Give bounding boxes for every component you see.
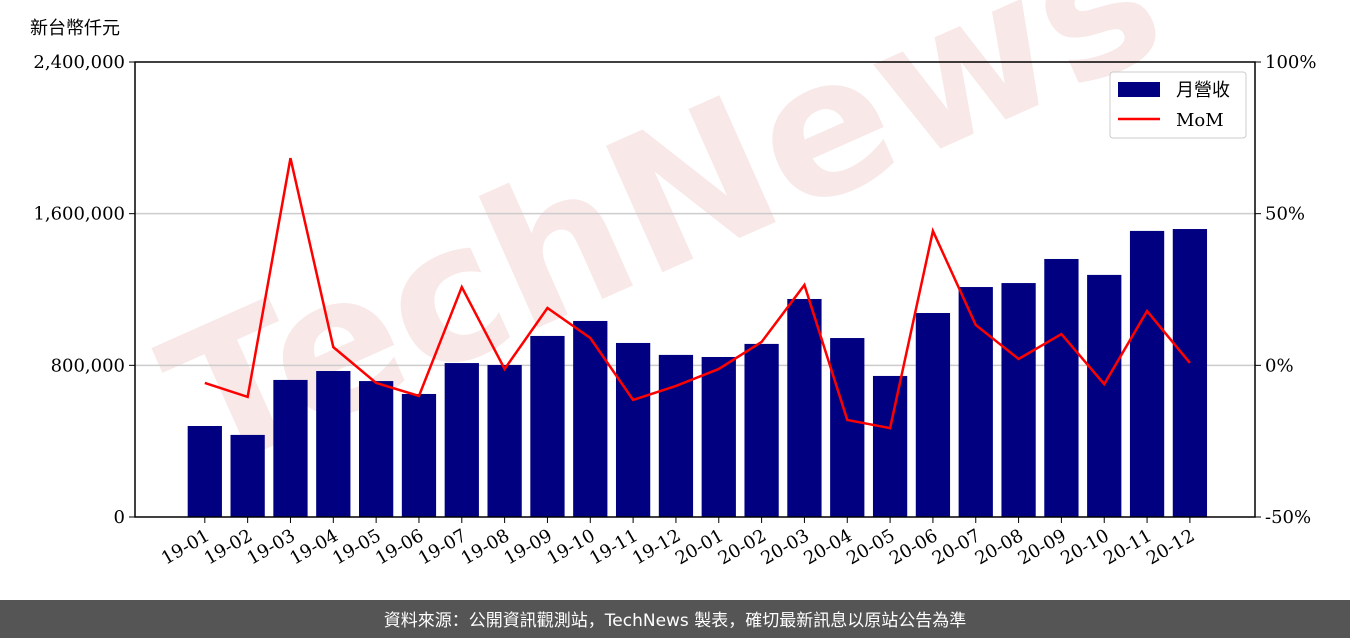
legend-label: MoM: [1176, 110, 1224, 131]
x-tick-label: 20-10: [1057, 525, 1112, 569]
bar: [444, 363, 479, 517]
x-tick-label: 20-07: [929, 525, 984, 569]
x-tick-label: 19-05: [329, 525, 384, 569]
footer-bar: [0, 600, 1350, 638]
bar: [615, 342, 651, 517]
bar: [316, 371, 351, 517]
bar: [487, 364, 522, 517]
x-tick-label: 20-05: [843, 525, 898, 569]
x-tick-label: 19-03: [244, 525, 299, 569]
bar: [187, 426, 222, 517]
y-tick-label: 800,000: [51, 355, 125, 376]
bar: [1044, 258, 1079, 517]
x-tick-label: 20-06: [886, 525, 941, 569]
line: [204, 157, 1191, 430]
x-tick-label: 19-09: [501, 525, 556, 569]
x-tick-label: 20-01: [672, 525, 727, 569]
y2-tick-label: -50%: [1265, 507, 1311, 528]
x-tick-label: 20-03: [757, 525, 812, 569]
bar: [1129, 230, 1165, 517]
y-tick-label: 0: [114, 507, 125, 528]
bar: [573, 320, 608, 517]
y2-tick-label: 0%: [1265, 355, 1294, 376]
bar: [230, 434, 265, 517]
bar: [530, 335, 565, 517]
x-tick-label: 20-09: [1014, 525, 1069, 569]
x-tick-label: 20-08: [972, 525, 1027, 569]
bar: [658, 354, 694, 517]
bar: [744, 343, 779, 517]
x-tick-label: 19-08: [458, 525, 513, 569]
y2-tick-label: 50%: [1265, 204, 1305, 225]
bar: [1172, 229, 1208, 517]
bar: [787, 298, 822, 517]
x-tick-label: 20-04: [800, 525, 855, 569]
legend-label: 月營收: [1176, 80, 1230, 101]
x-tick-label: 19-06: [372, 525, 427, 569]
bar: [1001, 283, 1036, 517]
x-tick-label: 19-10: [543, 525, 598, 569]
y-tick-label: 1,600,000: [33, 204, 125, 225]
x-tick-label: 19-01: [158, 525, 213, 569]
bar: [273, 379, 308, 517]
bar: [701, 356, 736, 517]
y-tick-label: 2,400,000: [33, 52, 125, 73]
x-tick-label: 19-02: [201, 525, 256, 569]
x-tick-label: 20-11: [1100, 525, 1155, 569]
bar: [830, 338, 865, 517]
x-tick-label: 19-07: [415, 525, 470, 569]
bar: [958, 287, 993, 517]
bar: [401, 393, 437, 517]
x-tick-label: 19-04: [286, 525, 341, 569]
bar: [872, 375, 908, 517]
y-axis-label: 新台幣仟元: [30, 18, 120, 39]
x-tick-label: 20-02: [715, 525, 770, 569]
x-tick-label: 19-11: [586, 525, 641, 569]
legend-swatch: [1118, 82, 1160, 97]
x-tick-label: 19-12: [629, 525, 684, 569]
bar: [915, 313, 951, 517]
y2-tick-label: 100%: [1265, 52, 1316, 73]
x-tick-label: 20-12: [1143, 525, 1198, 569]
bar: [359, 381, 394, 517]
plot-frame: [134, 61, 1256, 518]
footer: 資料來源：公開資訊觀測站，TechNews 製表，確切最新訊息以原站公告為準: [384, 611, 966, 631]
bar: [1087, 274, 1122, 517]
